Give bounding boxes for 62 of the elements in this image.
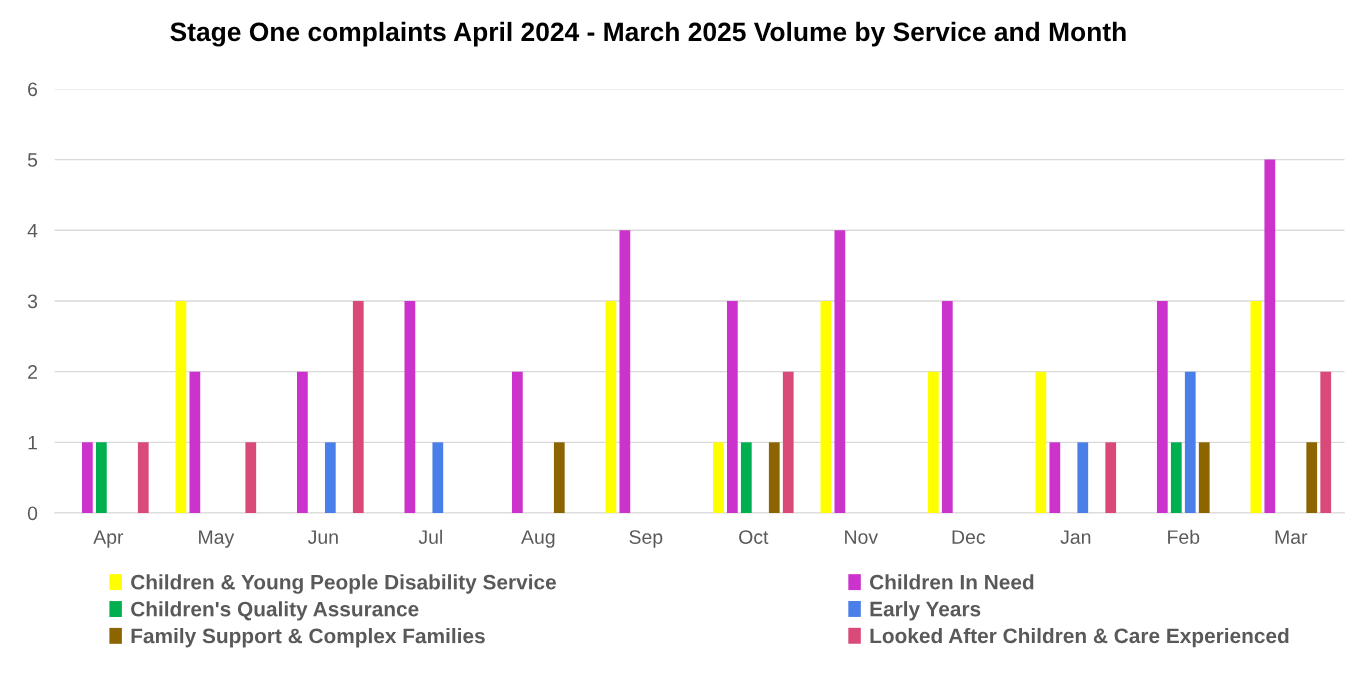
bar bbox=[1077, 442, 1089, 513]
bar bbox=[1105, 442, 1117, 513]
x-tick-label: Dec bbox=[952, 530, 986, 544]
bar bbox=[927, 371, 939, 513]
bar bbox=[740, 442, 752, 513]
x-tick-label: Mar bbox=[1275, 530, 1308, 544]
bar bbox=[1320, 371, 1332, 513]
bar bbox=[1049, 442, 1061, 513]
bar bbox=[713, 442, 724, 513]
x-tick-label: Nov bbox=[845, 530, 879, 544]
bar bbox=[619, 230, 631, 513]
legend-label: Children's Quality Assurance bbox=[131, 601, 419, 621]
y-tick-label: 1 bbox=[28, 435, 37, 450]
y-tick-label: 5 bbox=[27, 153, 38, 167]
bar bbox=[1184, 371, 1196, 513]
bar bbox=[82, 442, 93, 513]
chart-title: Stage One complaints April 2024 - March 2025 Volume by Service and Month bbox=[170, 21, 1126, 47]
x-tick-label: Oct bbox=[739, 530, 769, 544]
bar bbox=[726, 300, 738, 513]
y-tick-label: 2 bbox=[28, 365, 37, 379]
bar bbox=[175, 300, 187, 513]
legend-label: Looked After Children & Care Experienced bbox=[870, 627, 1289, 648]
bar bbox=[553, 442, 565, 513]
bar bbox=[245, 442, 257, 513]
bar bbox=[432, 442, 444, 513]
bar bbox=[605, 300, 617, 513]
bar bbox=[137, 442, 149, 513]
x-tick-label: Apr bbox=[93, 530, 124, 548]
x-tick-label: Jun bbox=[307, 530, 338, 544]
y-tick-label: 0 bbox=[27, 506, 38, 521]
bar bbox=[297, 371, 308, 513]
bar bbox=[1156, 300, 1168, 513]
bar bbox=[189, 371, 201, 513]
y-tick-label: 3 bbox=[27, 294, 38, 309]
legend-label: Family Support & Complex Families bbox=[131, 628, 485, 648]
x-tick-label: May bbox=[199, 530, 235, 548]
bar bbox=[95, 442, 107, 513]
bar bbox=[1170, 442, 1182, 513]
y-tick-label: 4 bbox=[27, 223, 38, 238]
x-tick-label: Jul bbox=[418, 529, 442, 544]
bar bbox=[782, 371, 794, 513]
y-tick-label: 6 bbox=[28, 82, 38, 97]
bar bbox=[511, 371, 523, 513]
bar bbox=[1306, 442, 1318, 513]
x-tick-label: Feb bbox=[1168, 529, 1200, 544]
bar bbox=[1264, 159, 1276, 513]
bar bbox=[941, 300, 953, 513]
legend-label: Early Years bbox=[870, 601, 981, 621]
bar bbox=[768, 442, 780, 513]
legend-label: Children In Need bbox=[870, 574, 1034, 590]
bar bbox=[834, 230, 846, 513]
x-tick-label: Sep bbox=[629, 530, 663, 548]
bar bbox=[404, 300, 416, 513]
x-tick-label: Aug bbox=[521, 530, 555, 548]
bar bbox=[820, 300, 832, 513]
x-tick-label: Jan bbox=[1060, 530, 1091, 544]
bar bbox=[1198, 442, 1210, 513]
bar bbox=[352, 300, 364, 513]
bar bbox=[1250, 300, 1262, 513]
legend-label: Children & Young People Disability Service bbox=[131, 574, 556, 594]
bar bbox=[324, 442, 336, 513]
bar bbox=[1035, 371, 1047, 513]
